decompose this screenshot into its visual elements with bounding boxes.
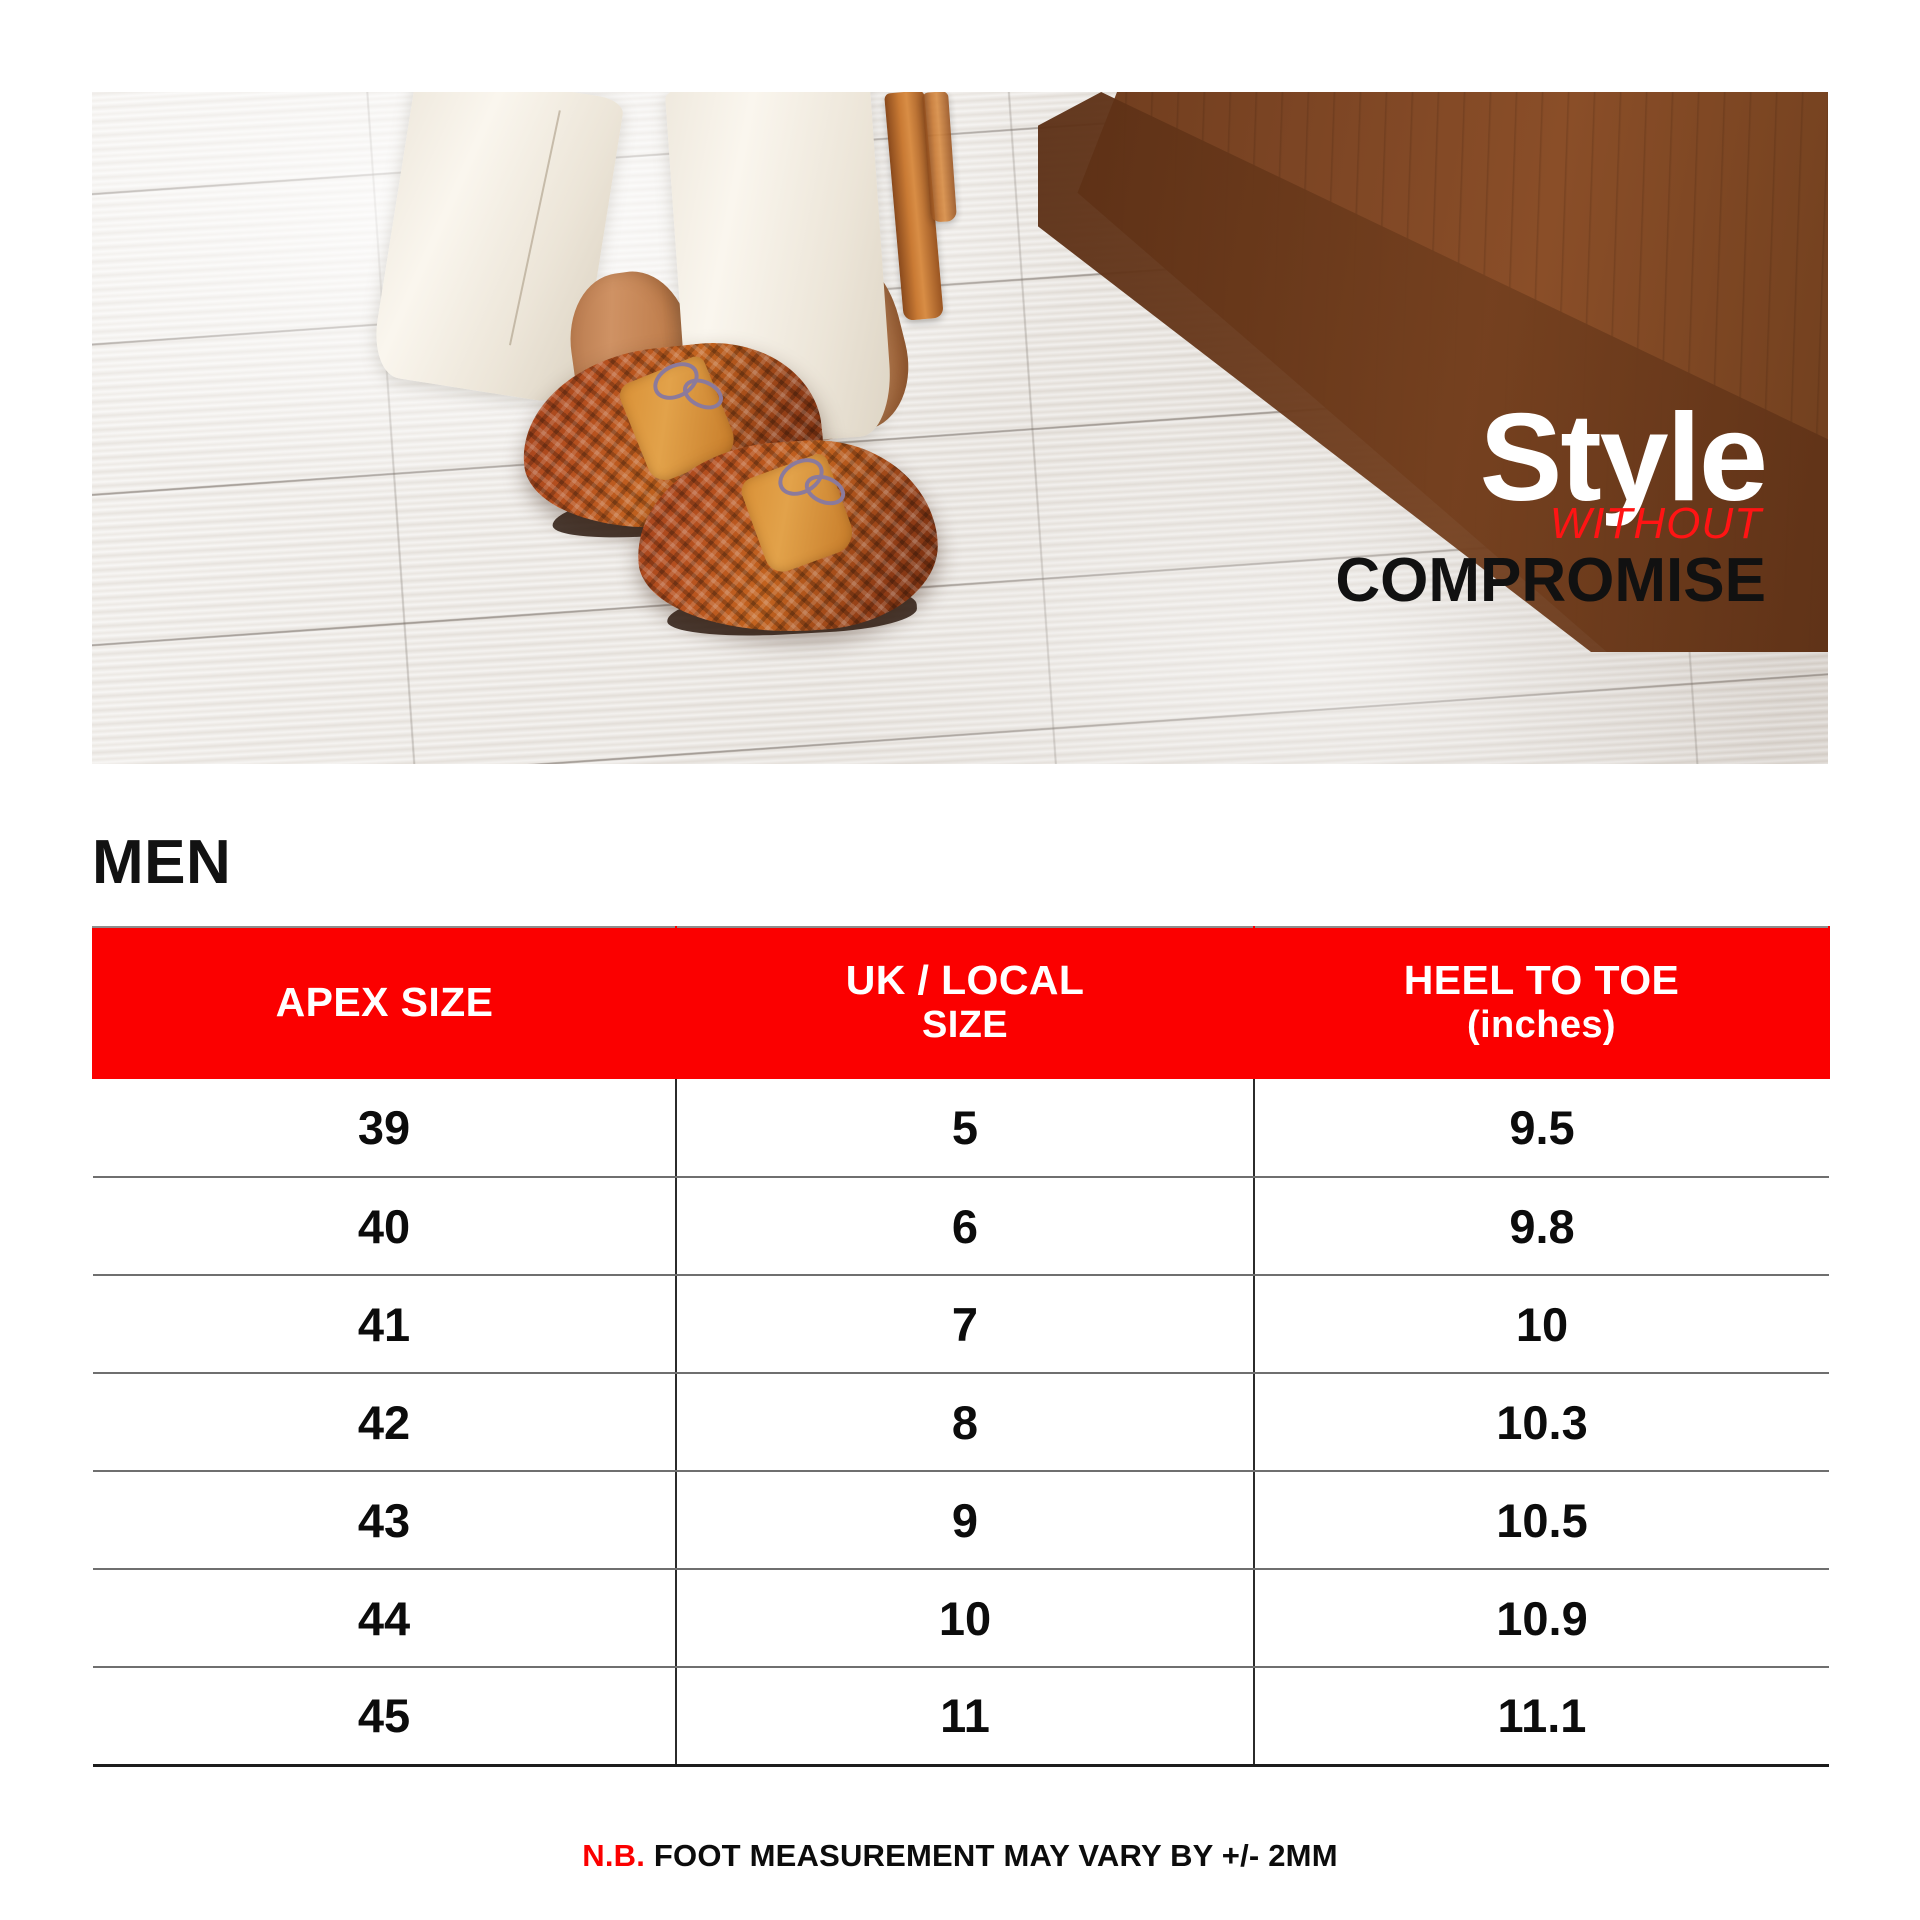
- cell-apex-size: 42: [93, 1373, 676, 1472]
- cell-apex-size: 43: [93, 1471, 676, 1570]
- cell-uk-size: 9: [675, 1471, 1254, 1570]
- cell-heel-to-toe: 10.5: [1253, 1471, 1829, 1570]
- cell-apex-size: 44: [93, 1569, 676, 1668]
- table-row: 39 5 9.5: [93, 1079, 1829, 1178]
- cell-apex-size: 39: [93, 1079, 676, 1178]
- column-header-uk-local-size-sublabel: SIZE: [921, 1004, 1009, 1047]
- column-header-apex-size-label: APEX SIZE: [275, 978, 494, 1025]
- hero-photo: Style WITHOUT COMPROMISE: [92, 92, 1828, 764]
- column-header-heel-to-toe: HEEL TO TOE (inches): [1253, 926, 1830, 1079]
- table-header: APEX SIZE UK / LOCAL SIZE HEEL TO TOE (i…: [92, 926, 1830, 1079]
- cell-uk-size: 11: [675, 1667, 1254, 1767]
- footnote-spacer: [645, 1838, 654, 1873]
- column-header-heel-to-toe-sublabel: (inches): [1467, 1004, 1616, 1047]
- cell-heel-to-toe: 11.1: [1253, 1667, 1829, 1767]
- brand-tagline: Style WITHOUT COMPROMISE: [1335, 389, 1768, 615]
- table-body: 39 5 9.5 40 6 9.8 41 7 10 42 8 10.3 43 9: [93, 1079, 1829, 1767]
- cell-uk-size: 8: [675, 1373, 1254, 1472]
- cell-heel-to-toe: 10: [1253, 1275, 1829, 1374]
- cell-uk-size: 10: [675, 1569, 1254, 1668]
- cell-uk-size: 7: [675, 1275, 1254, 1374]
- table-row: 42 8 10.3: [93, 1373, 1829, 1472]
- section-title-men: MEN: [92, 828, 232, 897]
- column-header-heel-to-toe-label: HEEL TO TOE: [1403, 957, 1680, 1004]
- tagline-line-style: Style: [1479, 389, 1768, 527]
- column-header-uk-local-size: UK / LOCAL SIZE: [675, 926, 1255, 1079]
- tagline-line-without: WITHOUT: [1549, 499, 1762, 548]
- cell-apex-size: 41: [93, 1275, 676, 1374]
- trouser-seam: [508, 110, 561, 346]
- table-row: 41 7 10: [93, 1275, 1829, 1374]
- cell-heel-to-toe: 10.9: [1253, 1569, 1829, 1668]
- cell-heel-to-toe: 9.8: [1253, 1177, 1829, 1276]
- cell-heel-to-toe: 10.3: [1253, 1373, 1829, 1472]
- size-chart-table: APEX SIZE UK / LOCAL SIZE HEEL TO TOE (i…: [92, 926, 1830, 1767]
- footnote: N.B. FOOT MEASUREMENT MAY VARY BY +/- 2M…: [0, 1838, 1920, 1874]
- cell-apex-size: 45: [93, 1667, 676, 1767]
- cell-apex-size: 40: [93, 1177, 676, 1276]
- column-header-apex-size: APEX SIZE: [92, 926, 677, 1079]
- footnote-prefix: N.B.: [582, 1838, 646, 1873]
- table-row: 40 6 9.8: [93, 1177, 1829, 1276]
- cell-uk-size: 5: [675, 1079, 1254, 1178]
- table-header-row: APEX SIZE UK / LOCAL SIZE HEEL TO TOE (i…: [92, 926, 1830, 1079]
- column-header-uk-local-size-label: UK / LOCAL: [845, 957, 1085, 1004]
- table-row: 44 10 10.9: [93, 1569, 1829, 1668]
- cell-heel-to-toe: 9.5: [1253, 1079, 1829, 1178]
- table-row: 45 11 11.1: [93, 1667, 1829, 1767]
- table-row: 43 9 10.5: [93, 1471, 1829, 1570]
- cell-uk-size: 6: [675, 1177, 1254, 1276]
- footnote-text: FOOT MEASUREMENT MAY VARY BY +/- 2MM: [653, 1838, 1338, 1873]
- tagline-line-compromise: COMPROMISE: [1335, 546, 1766, 615]
